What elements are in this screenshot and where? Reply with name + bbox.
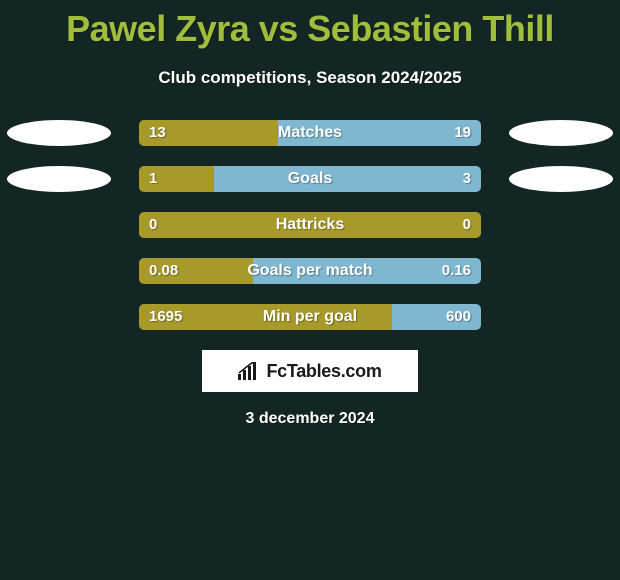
stat-row: 13Goals (0, 166, 620, 192)
avatar-spacer (509, 212, 613, 238)
stats-container: 1319Matches 13Goals 00Hattricks 0.080.16Goa… (0, 120, 620, 330)
stat-bar: 1319Matches (139, 120, 481, 146)
date-text: 3 december 2024 (0, 410, 620, 428)
player-left-avatar (7, 166, 111, 192)
stat-bar: 13Goals (139, 166, 481, 192)
stat-bar: 0.080.16Goals per match (139, 258, 481, 284)
stat-label: Goals per match (139, 258, 481, 284)
stat-row: 1319Matches (0, 120, 620, 146)
stat-row: 1695600Min per goal (0, 304, 620, 330)
avatar-spacer (509, 304, 613, 330)
bar-chart-icon (238, 362, 260, 380)
player-right-avatar (509, 166, 613, 192)
branding-text: FcTables.com (266, 361, 381, 382)
stat-bar: 1695600Min per goal (139, 304, 481, 330)
avatar-spacer (7, 258, 111, 284)
stat-label: Matches (139, 120, 481, 146)
stat-bar: 00Hattricks (139, 212, 481, 238)
stat-label: Hattricks (139, 212, 481, 238)
stat-row: 00Hattricks (0, 212, 620, 238)
subtitle: Club competitions, Season 2024/2025 (0, 68, 620, 88)
stat-label: Min per goal (139, 304, 481, 330)
stat-row: 0.080.16Goals per match (0, 258, 620, 284)
avatar-spacer (7, 304, 111, 330)
avatar-spacer (509, 258, 613, 284)
stat-label: Goals (139, 166, 481, 192)
page-title: Pawel Zyra vs Sebastien Thill (0, 0, 620, 50)
player-left-avatar (7, 120, 111, 146)
branding-badge: FcTables.com (202, 350, 418, 392)
player-right-avatar (509, 120, 613, 146)
avatar-spacer (7, 212, 111, 238)
